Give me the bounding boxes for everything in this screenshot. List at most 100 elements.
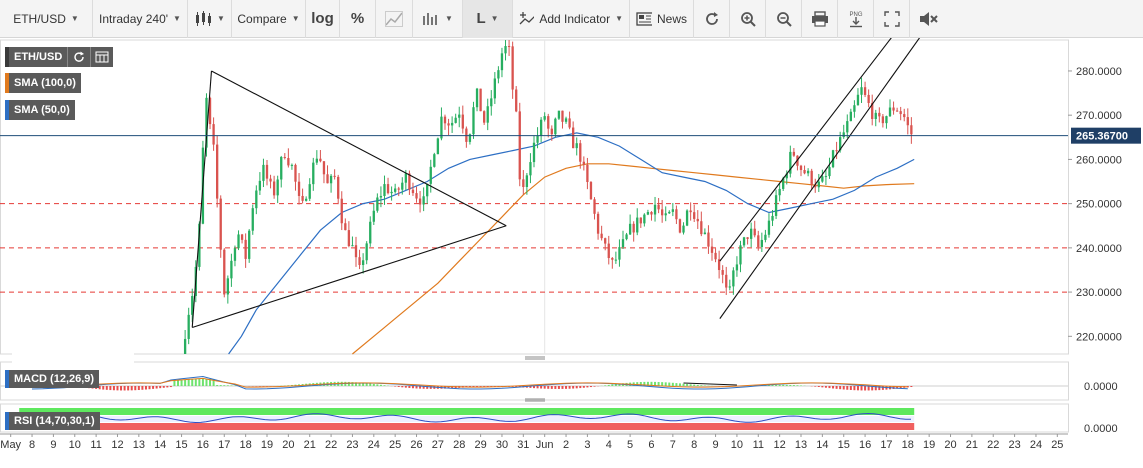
macd-histogram-bar [547,386,549,389]
macd-histogram-bar [608,385,610,386]
x-tick-label: 25 [389,439,401,451]
candle [593,199,595,214]
mute-button[interactable] [910,0,948,38]
price-chart[interactable]: 280.0000270.0000260.0000250.0000240.0000… [0,38,1143,463]
macd-histogram-bar [141,386,143,390]
candle [622,239,624,247]
macd-histogram-bar [184,380,186,386]
legend-macd-label: MACD (12,26,9) [9,370,99,388]
candle [647,212,649,215]
candle [287,158,289,165]
chevron-down-icon: ▼ [445,14,453,23]
percent-button[interactable]: % [340,0,376,38]
candle [611,258,613,260]
log-button[interactable]: log [306,0,340,38]
candle [230,261,232,279]
x-tick-label: 24 [368,439,380,451]
candle [519,111,521,179]
candle [743,237,745,245]
news-icon [636,12,652,26]
candle [686,210,688,225]
legend-macd[interactable]: MACD (12,26,9) [5,370,99,388]
legend-table-button[interactable] [90,47,113,67]
symbol-select[interactable]: ETH/USD ▼ [0,0,93,38]
x-tick-label: 20 [944,439,956,451]
x-tick-label: 23 [346,439,358,451]
macd-histogram-bar [195,379,197,386]
legend-refresh-button[interactable] [67,47,90,67]
compare-button[interactable]: Compare ▼ [232,0,306,38]
fullscreen-button[interactable] [874,0,910,38]
candle [298,182,300,196]
candle [216,145,218,199]
x-tick-label: 23 [1008,439,1020,451]
candle [860,87,862,95]
legend-sma50[interactable]: SMA (50,0) [5,100,75,120]
candle [419,199,421,205]
candle [843,132,845,137]
macd-histogram-bar [540,386,542,389]
candle [394,188,396,191]
candle [778,189,780,195]
interval-select[interactable]: Intraday 240' ▼ [93,0,188,38]
candle [896,111,898,112]
print-button[interactable] [802,0,838,38]
news-button[interactable]: News [630,0,694,38]
candle [330,176,332,183]
macd-histogram-bar [131,386,133,390]
macd-histogram-bar [216,385,218,386]
macd-histogram-bar [170,386,172,387]
candle [551,129,553,135]
candle [771,216,773,221]
x-tick-label: 12 [774,439,786,451]
candlestick-icon [194,11,212,27]
candle [650,212,652,214]
x-tick-label: 28 [453,439,465,451]
candle [672,209,674,212]
line-type-button[interactable]: L ▼ [463,0,513,38]
candle [875,113,877,119]
refresh-button[interactable] [694,0,730,38]
candle [366,243,368,260]
macd-histogram-bar [825,386,827,388]
x-tick-label: 18 [902,439,914,451]
legend-sma100[interactable]: SMA (100,0) [5,73,81,93]
candle [821,176,823,181]
macd-histogram-bar [565,386,567,389]
chart-type-button[interactable]: ▼ [188,0,232,38]
x-tick-label: 19 [261,439,273,451]
legend-rsi[interactable]: RSI (14,70,30,1) [5,412,100,430]
png-download-button[interactable]: PNG [838,0,874,38]
macd-histogram-bar [134,386,136,390]
add-indicator-label: Add Indicator [539,12,610,26]
candle [440,117,442,139]
candle [739,245,741,264]
zoom-in-button[interactable] [730,0,766,38]
draw-button[interactable] [376,0,413,38]
candle [344,223,346,230]
candle [433,154,435,167]
candle [234,248,236,261]
legend-main[interactable]: ETH/USD [5,47,113,67]
candle [305,199,307,201]
x-tick-label: 26 [410,439,422,451]
legend-sma100-label: SMA (100,0) [9,73,81,93]
macd-histogram-bar [177,380,179,386]
candle [835,150,837,151]
candle [761,240,763,247]
add-indicator-button[interactable]: Add Indicator ▼ [513,0,630,38]
chevron-down-icon: ▼ [173,14,181,23]
refresh-icon [704,11,720,27]
macd-histogram-bar [394,386,396,387]
candle [793,152,795,156]
chevron-down-icon: ▼ [217,14,225,23]
candle [241,234,243,239]
candle [515,90,517,112]
bar-chart-button[interactable]: ▼ [413,0,463,38]
zoom-out-button[interactable] [766,0,802,38]
macd-histogram-bar [704,385,706,386]
macd-histogram-bar [821,386,823,387]
candle [903,114,905,117]
candle [892,108,894,111]
macd-histogram-bar [163,386,165,388]
